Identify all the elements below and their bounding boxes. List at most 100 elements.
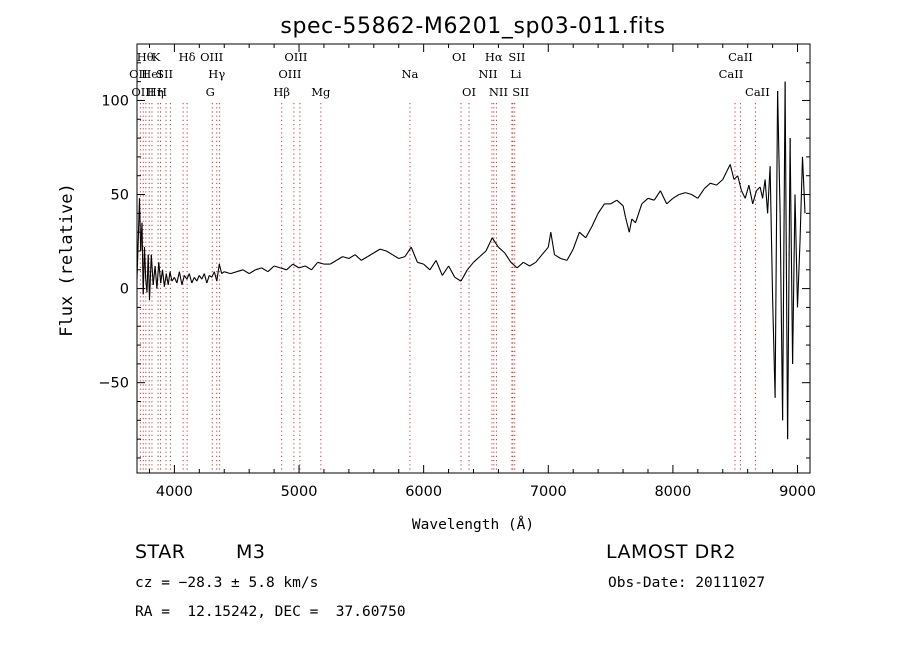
spectrum-segment	[404, 246, 412, 257]
spectrum-segment	[206, 275, 210, 284]
line-label: G	[206, 85, 215, 99]
line-label: HeI	[141, 67, 162, 81]
spectrum-segment	[336, 256, 343, 261]
line-label: SII	[508, 50, 525, 64]
spectrum-segment	[255, 267, 262, 271]
spectrum-segment	[211, 271, 215, 278]
spectrum-segment	[726, 164, 731, 173]
spectrum-segment	[782, 81, 786, 421]
spectrum-segment	[764, 179, 769, 214]
line-label: SII	[512, 85, 529, 99]
line-label: Hβ	[273, 85, 290, 99]
spectrum-segment	[772, 297, 776, 398]
spectrum-segment	[510, 261, 518, 269]
spectrum-segment	[685, 192, 692, 196]
spectrum-series	[136, 81, 806, 440]
line-label: Hγ	[208, 67, 225, 81]
spectrum-segment	[777, 90, 781, 214]
spectrum-segment	[560, 257, 568, 261]
spectrum-segment	[230, 271, 237, 275]
line-label: OI	[462, 85, 476, 99]
y-axis-ticks: −50 0 50 100	[98, 43, 810, 459]
spectrum-segment	[733, 175, 739, 180]
spectrum-segment	[298, 265, 306, 269]
spectrum-segment	[165, 273, 169, 285]
x-tick-label: 7000	[530, 484, 567, 500]
line-label: OII	[129, 67, 148, 81]
spectrum-segment	[591, 213, 599, 227]
spectrum-segment	[367, 252, 375, 258]
spectrum-segment	[176, 271, 180, 284]
spectrum-segment	[631, 218, 636, 224]
x-tick-label: 8000	[654, 484, 691, 500]
spectrum-segment	[466, 261, 474, 271]
line-label: SII	[156, 67, 173, 81]
spectrum-segment	[178, 271, 183, 285]
spectrum-segment	[429, 260, 437, 271]
line-label: Na	[401, 67, 418, 81]
line-label: K	[152, 50, 161, 64]
spectrum-segment	[181, 275, 185, 285]
line-label: Li	[510, 67, 522, 81]
spectrum-segment	[305, 265, 312, 271]
spectrum-segment	[550, 232, 556, 255]
spectrum-segment	[579, 231, 587, 239]
spectrum-segment	[198, 275, 203, 280]
y-tick-label: 0	[120, 282, 129, 298]
spectrum-segment	[311, 261, 319, 271]
spectrum-segment	[767, 166, 771, 214]
spectrum-segment	[292, 263, 300, 269]
spectral-subclass: M3	[236, 541, 266, 563]
line-label: CaII	[728, 50, 753, 64]
spectrum-segment	[759, 186, 764, 199]
spectrum-segment	[171, 276, 175, 282]
spectrum-segment	[161, 269, 165, 287]
spectrum-segment	[610, 199, 618, 205]
spectrum-segment	[373, 248, 381, 254]
spectrum-segment	[659, 190, 668, 205]
spectrum-segment	[792, 194, 796, 364]
spectrum-segment	[616, 199, 624, 207]
spectrum-segment	[634, 203, 643, 223]
spectrum-segment	[678, 192, 686, 196]
spectrum-segment	[410, 246, 418, 263]
line-label: H	[157, 85, 167, 99]
spectrum-segment	[741, 190, 746, 199]
y-tick-label: −50	[98, 376, 129, 392]
spectrum-segment	[329, 259, 337, 265]
spectrum-segment	[221, 271, 225, 275]
spectrum-segment	[787, 138, 791, 440]
spectrum-segment	[566, 248, 574, 261]
spectrum-segment	[317, 261, 325, 265]
spectrum-segment	[392, 254, 399, 259]
spectrum-segment	[361, 256, 368, 261]
plot-frame	[136, 43, 811, 474]
spectrum-segment	[641, 197, 649, 205]
spectrum-segment	[710, 182, 717, 186]
spectrum-segment	[774, 90, 779, 398]
x-tick-label: 6000	[405, 484, 442, 500]
emission-line-markers	[139, 103, 756, 473]
spectrum-segment	[379, 248, 387, 252]
object-class: STAR	[135, 541, 186, 563]
spectrum-segment	[148, 254, 152, 300]
spectrum-segment	[744, 184, 750, 199]
spectrum-segment	[441, 265, 450, 276]
observation-date: Obs-Date: 20111027	[608, 575, 766, 591]
spectrum-segment	[541, 246, 549, 256]
spectrum-segment	[794, 194, 799, 308]
line-label: Mg	[311, 85, 331, 99]
spectrum-segment	[167, 271, 171, 285]
spectrum-segment	[398, 256, 406, 260]
spectrum-segment	[224, 271, 231, 275]
x-tick-label: 4000	[156, 484, 193, 500]
chart-title: spec-55862-M6201_sp03-011.fits	[280, 14, 665, 39]
spectrum-segment	[666, 197, 674, 205]
spectrum-segment	[622, 205, 627, 218]
spectrum-segment	[448, 265, 456, 278]
spectrum-segment	[342, 256, 350, 260]
spectrum-segment	[203, 273, 208, 284]
spectrum-segment	[737, 175, 743, 191]
spectrum-segment	[423, 263, 431, 271]
